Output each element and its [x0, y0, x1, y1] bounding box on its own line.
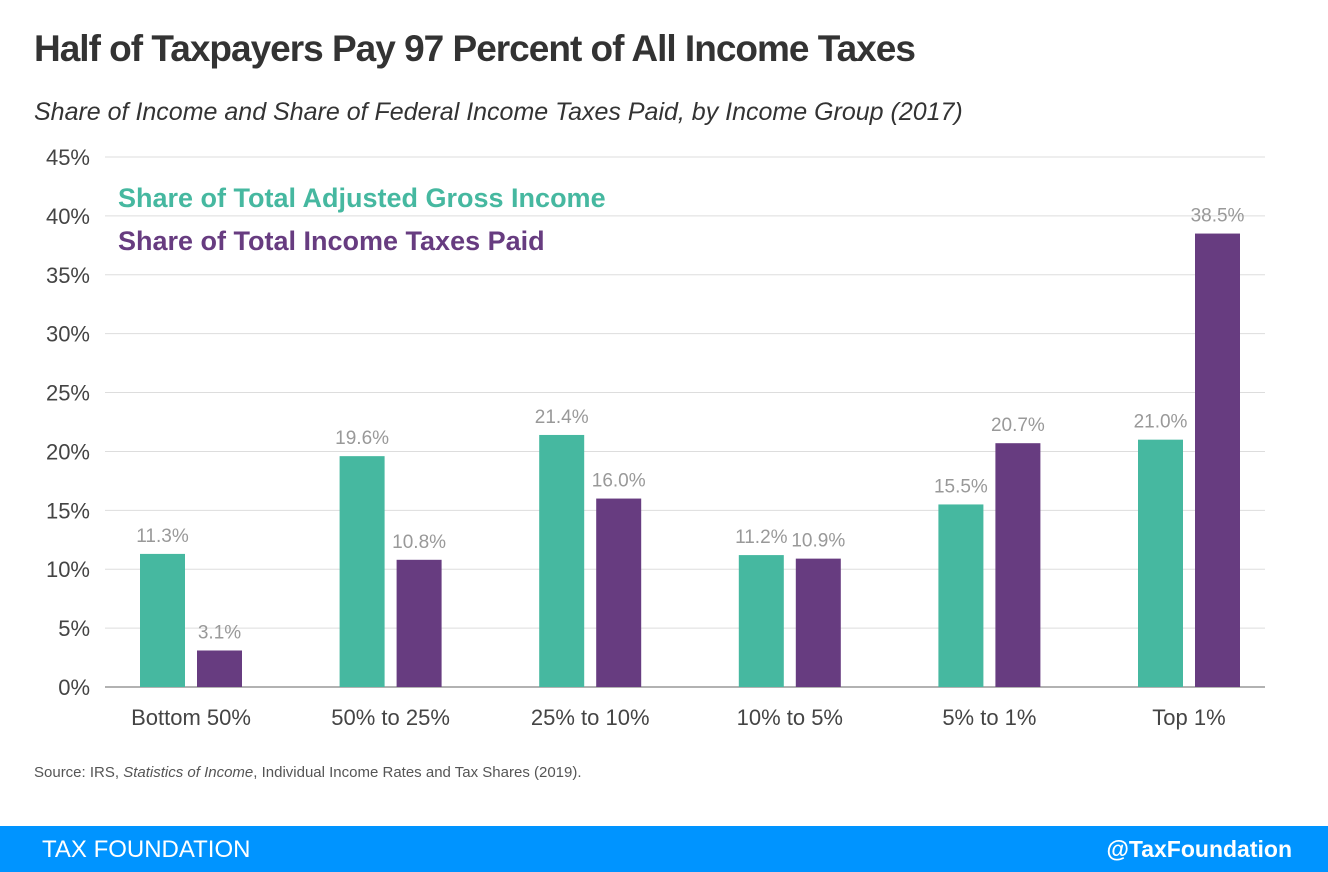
data-label: 21.4% [535, 407, 589, 428]
footer-brand[interactable]: TAX FOUNDATION [42, 836, 251, 863]
y-tick-label: 45% [46, 145, 90, 170]
x-tick-label: Top 1% [1152, 705, 1225, 730]
legend-entry: Share of Total Adjusted Gross Income [118, 183, 606, 213]
bar-income [339, 456, 385, 687]
data-label: 10.9% [791, 531, 845, 552]
legend-entry: Share of Total Income Taxes Paid [118, 226, 545, 256]
x-tick-label: Bottom 50% [131, 705, 251, 730]
chart-title: Half of Taxpayers Pay 97 Percent of All … [34, 28, 916, 69]
data-label: 11.3% [136, 526, 189, 547]
source-italic: Statistics of Income [123, 764, 254, 781]
data-label: 11.2% [735, 527, 788, 548]
bar-taxes [596, 498, 642, 687]
data-label: 10.8% [392, 532, 446, 553]
data-label: 38.5% [1191, 206, 1245, 227]
y-tick-label: 40% [46, 204, 90, 229]
bar-taxes [795, 558, 841, 687]
bar-income [140, 553, 185, 687]
x-tick-label: 25% to 10% [531, 705, 650, 730]
footer-handle[interactable]: @TaxFoundation [1106, 836, 1292, 862]
y-tick-label: 5% [58, 616, 90, 641]
y-tick-label: 25% [46, 381, 90, 406]
x-tick-label: 10% to 5% [737, 705, 843, 730]
bar-taxes [197, 650, 242, 687]
data-label: 3.1% [198, 622, 241, 643]
data-label: 20.7% [991, 415, 1045, 436]
bar-taxes [396, 559, 442, 687]
chart-subtitle: Share of Income and Share of Federal Inc… [34, 98, 963, 126]
data-label: 19.6% [335, 428, 389, 449]
y-tick-label: 35% [46, 263, 90, 288]
footer-bar: TAX FOUNDATION @TaxFoundation [0, 826, 1328, 872]
x-tick-label: 5% to 1% [942, 705, 1036, 730]
data-label: 15.5% [934, 476, 988, 497]
bar-income [738, 555, 784, 687]
y-tick-label: 30% [46, 322, 90, 347]
data-label: 21.0% [1134, 412, 1188, 433]
bar-taxes [995, 443, 1041, 687]
bar-income [1138, 439, 1183, 687]
source-suffix: , Individual Income Rates and Tax Shares… [253, 764, 582, 781]
bar-income [539, 434, 585, 687]
data-label: 16.0% [592, 471, 646, 492]
bar-income [938, 504, 984, 687]
bar-chart: 0% 5% 10% 15% 20% 25% 30% 35% 40% 45% 11.3% 3.1% Bot… [46, 145, 1265, 730]
source-prefix: Source: IRS, [34, 764, 124, 781]
y-tick-label: 20% [46, 439, 90, 464]
y-tick-label: 15% [46, 498, 90, 523]
y-tick-label: 10% [46, 557, 90, 582]
y-tick-label: 0% [58, 675, 90, 700]
source-note: Source: IRS, Statistics of Income, Indiv… [34, 764, 582, 781]
bar-taxes [1195, 233, 1240, 688]
x-tick-label: 50% to 25% [331, 705, 450, 730]
